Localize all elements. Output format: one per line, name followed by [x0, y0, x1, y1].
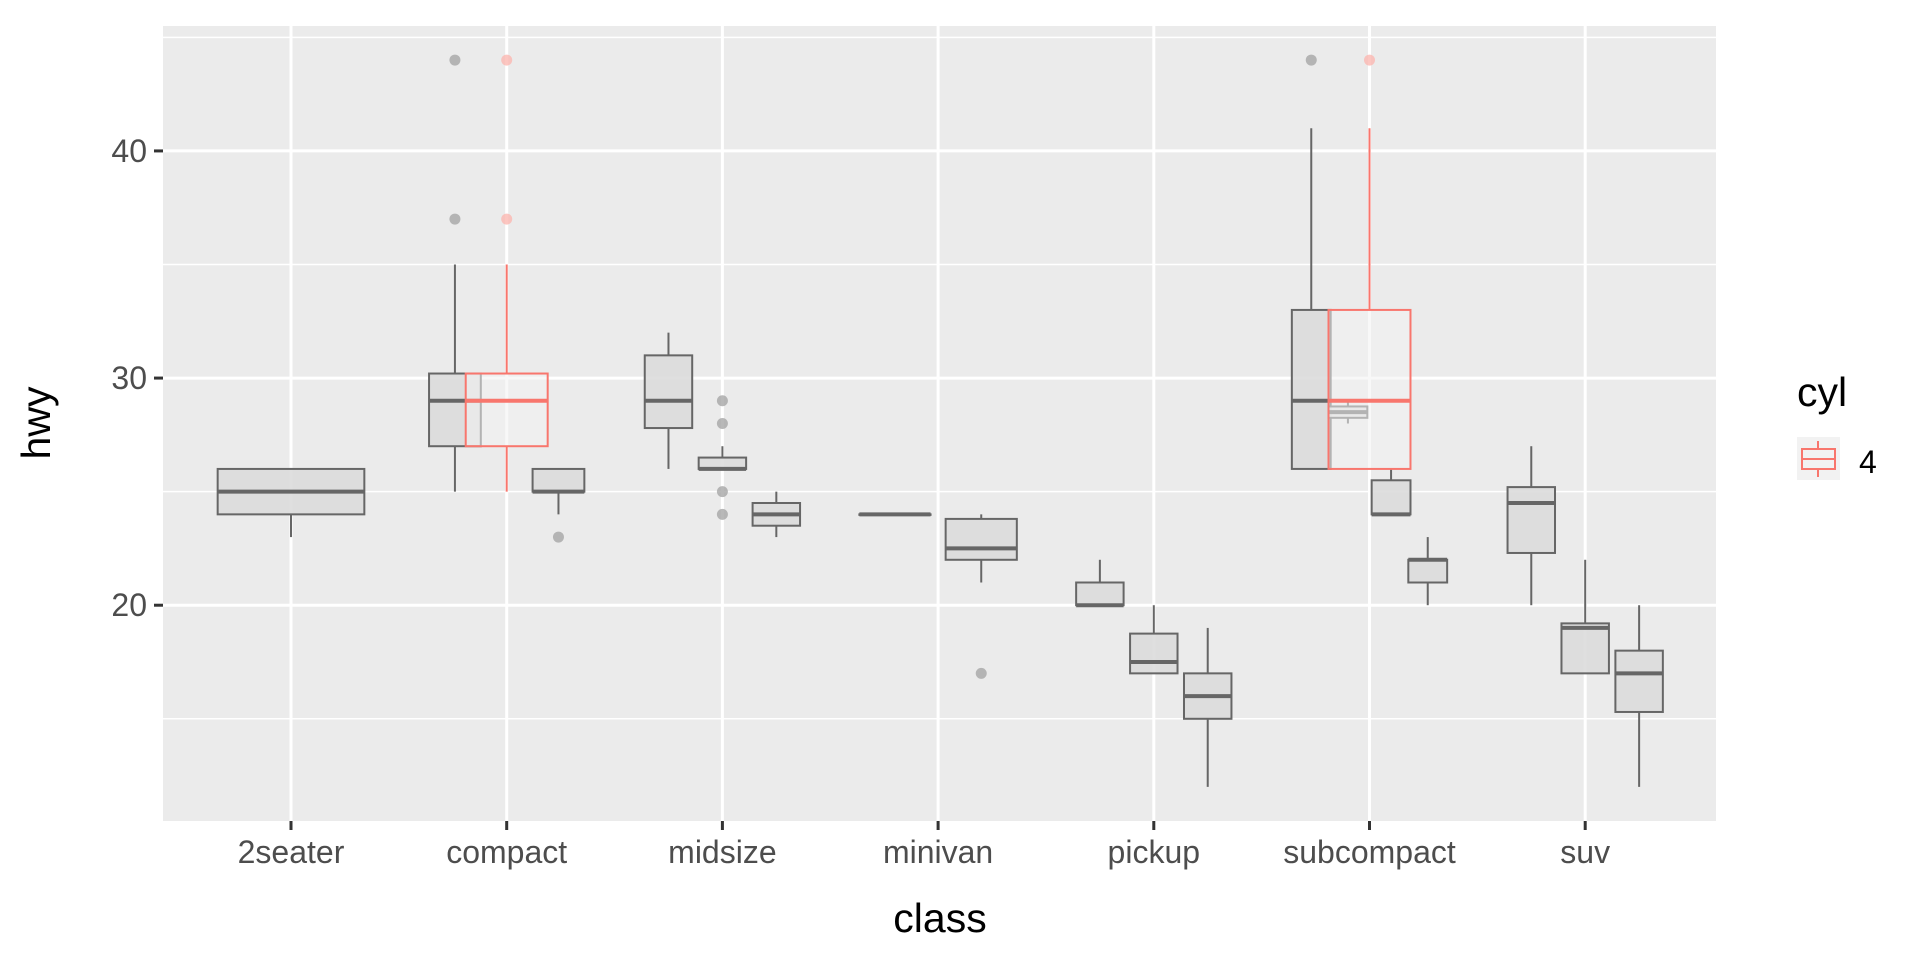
legend: cyl 4: [1797, 369, 1877, 480]
box-iqr: [643, 354, 694, 430]
y-tick-label: 20: [111, 587, 147, 623]
box-iqr: [1614, 649, 1664, 713]
box-gray: [944, 514, 1018, 679]
box-iqr: [1407, 558, 1449, 584]
box-gray: [1182, 627, 1233, 787]
outlier-point: [449, 54, 461, 66]
legend-title: cyl: [1797, 369, 1847, 415]
box-iqr: [1506, 486, 1557, 554]
x-tick-label: compact: [446, 834, 567, 870]
box-iqr: [1327, 308, 1412, 470]
box-gray: [1407, 537, 1449, 606]
box-gray: [643, 332, 694, 469]
x-tick-label: minivan: [883, 834, 993, 870]
box-iqr: [1075, 581, 1125, 607]
y-tick-label: 40: [111, 133, 147, 169]
y-axis-title: hwy: [13, 386, 59, 459]
box-cyl-4: [1327, 54, 1412, 470]
outlier-point: [716, 418, 728, 429]
x-tick-label: midsize: [668, 834, 776, 870]
box-gray: [1129, 605, 1179, 675]
box-gray: [751, 491, 802, 538]
x-tick-label: subcompact: [1283, 834, 1456, 870]
outlier-point: [716, 395, 728, 407]
x-tick-label: 2seater: [238, 834, 345, 870]
box-iqr: [1560, 622, 1610, 675]
x-axis-title: class: [893, 895, 986, 941]
box-gray: [1370, 468, 1412, 517]
outlier-point: [501, 54, 513, 66]
box-iqr: [1290, 308, 1332, 470]
outlier-point: [501, 213, 513, 225]
box-gray: [697, 395, 748, 520]
y-tick-label: 30: [111, 360, 147, 396]
box-iqr: [531, 467, 586, 493]
x-tick-label: suv: [1560, 834, 1610, 870]
x-tick-label: pickup: [1108, 834, 1201, 870]
box-gray: [531, 467, 586, 543]
box-iqr: [1370, 479, 1412, 516]
legend-label-4: 4: [1859, 444, 1877, 480]
box-gray: [1560, 559, 1610, 675]
box-layer: [216, 54, 1664, 787]
axes: 20 30 40 2seater compact midsize minivan pickup…: [111, 133, 1610, 870]
box-iqr: [1129, 632, 1179, 675]
box-cyl-4: [464, 54, 549, 492]
outlier-point: [449, 213, 461, 225]
box-iqr: [464, 372, 549, 448]
outlier-point: [552, 531, 564, 543]
outlier-point: [1364, 54, 1375, 66]
outlier-point: [716, 486, 728, 498]
outlier-point: [716, 508, 728, 520]
box-iqr: [944, 517, 1018, 561]
box-gray: [858, 512, 932, 517]
box-gray: [1290, 54, 1332, 470]
box-gray: [1075, 559, 1125, 608]
outlier-point: [975, 667, 987, 679]
box-gray: [1506, 446, 1557, 606]
box-gray: [216, 467, 366, 538]
box-gray: [1614, 605, 1664, 787]
outlier-point: [1305, 54, 1317, 66]
